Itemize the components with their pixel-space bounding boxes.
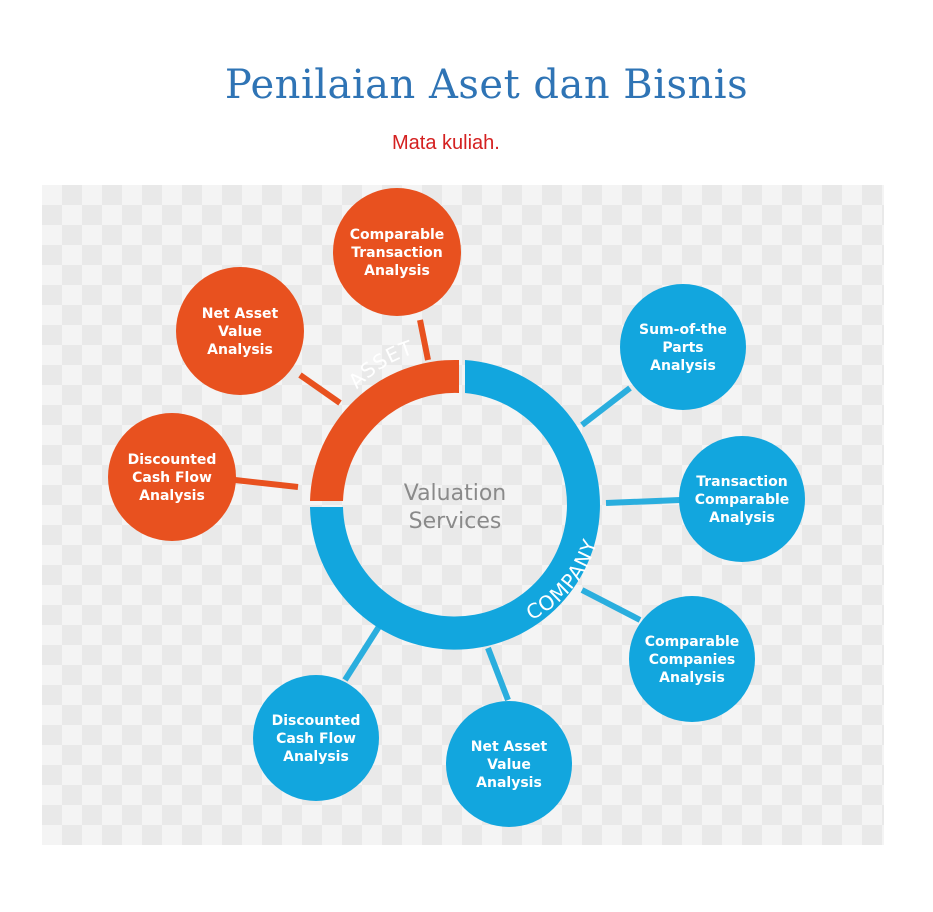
asset-node-label-line: Transaction (351, 245, 443, 261)
company-node-label-line: Analysis (709, 510, 775, 526)
asset-node-3: Discounted Cash Flow Analysis (108, 413, 236, 541)
company-node-1: Sum-of-the Parts Analysis (620, 284, 746, 410)
company-node-label-line: Value (487, 757, 531, 773)
company-connector-1 (580, 385, 632, 428)
company-node-label-line: Transaction (696, 474, 788, 490)
company-node-circle (620, 284, 746, 410)
company-node-circle (679, 436, 805, 562)
company-node-label-line: Analysis (659, 670, 725, 686)
company-connector-2 (605, 497, 681, 506)
center-label-line-2: Services (409, 509, 502, 534)
asset-node-label-line: Analysis (364, 263, 430, 279)
company-node-label-line: Companies (649, 652, 736, 668)
valuation-ring (310, 359, 600, 650)
asset-node-circle (176, 267, 304, 395)
company-node-label-line: Discounted (272, 713, 361, 729)
company-node-circle (629, 596, 755, 722)
asset-node-label-line: Net Asset (202, 306, 279, 322)
asset-node-circle (108, 413, 236, 541)
company-node-5: Discounted Cash Flow Analysis (253, 675, 379, 801)
company-node-label-line: Net Asset (471, 739, 548, 755)
company-connector-4 (485, 646, 511, 702)
asset-connector-2 (298, 372, 342, 406)
company-node-2: Transaction Comparable Analysis (679, 436, 805, 562)
asset-node-label-line: Cash Flow (132, 470, 212, 486)
nodes: Comparable Transaction Analysis Net Asset Va… (108, 188, 805, 827)
company-node-label-line: Analysis (476, 775, 542, 791)
company-node-3: Comparable Companies Analysis (629, 596, 755, 722)
company-node-4: Net Asset Value Analysis (446, 701, 572, 827)
page-subtitle: Mata kuliah. (392, 132, 500, 154)
asset-node-1: Comparable Transaction Analysis (333, 188, 461, 316)
asset-node-label-line: Analysis (207, 342, 273, 358)
company-node-label-line: Sum-of-the (639, 322, 727, 338)
center-label: Valuation Services (404, 481, 507, 534)
asset-node-label-line: Analysis (139, 488, 205, 504)
asset-node-label-line: Discounted (128, 452, 217, 468)
asset-connector-3 (234, 477, 299, 490)
company-node-label-line: Comparable (695, 492, 790, 508)
company-connector-3 (580, 587, 642, 623)
asset-node-circle (333, 188, 461, 316)
asset-node-label-line: Comparable (350, 227, 445, 243)
connectors (234, 319, 681, 702)
company-node-circle (253, 675, 379, 801)
company-node-label-line: Comparable (645, 634, 740, 650)
ring-asset-segment (310, 359, 459, 501)
company-node-circle (446, 701, 572, 827)
company-node-label-line: Analysis (650, 358, 716, 374)
center-label-line-1: Valuation (404, 481, 507, 506)
page-title: Penilaian Aset dan Bisnis (224, 62, 749, 108)
company-node-label-line: Parts (662, 340, 703, 356)
company-connector-5 (342, 623, 383, 682)
asset-connector-1 (417, 319, 431, 361)
asset-node-2: Net Asset Value Analysis (176, 267, 304, 395)
asset-node-label-line: Value (218, 324, 262, 340)
company-node-label-line: Analysis (283, 749, 349, 765)
company-node-label-line: Cash Flow (276, 731, 356, 747)
